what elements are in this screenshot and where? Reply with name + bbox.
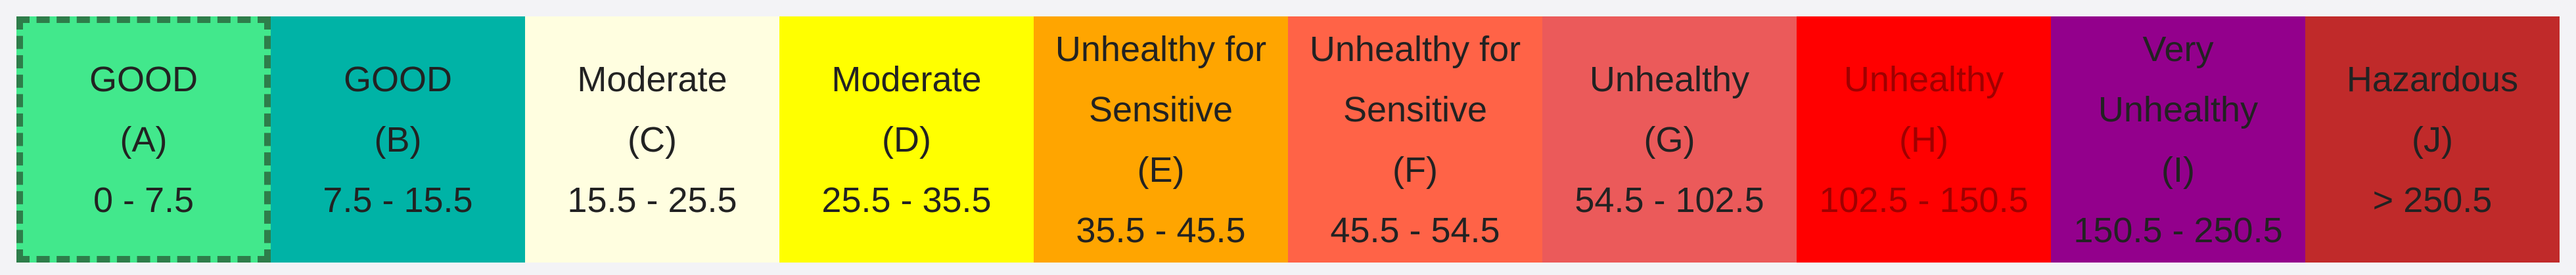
category-code: (H): [1899, 119, 1948, 159]
category-range: 0 - 7.5: [93, 180, 195, 220]
aqi-category: Moderate (C) 15.5 - 25.5: [525, 16, 779, 263]
aqi-category: Very Unhealthy (I) 150.5 - 250.5: [2051, 16, 2305, 263]
category-code: (G): [1644, 119, 1695, 159]
category-code: (C): [628, 119, 677, 159]
category-label: Moderate: [831, 59, 982, 99]
category-range: 54.5 - 102.5: [1575, 180, 1764, 220]
category-range: 15.5 - 25.5: [567, 180, 737, 220]
aqi-category: Unhealthy for Sensitive (E) 35.5 - 45.5: [1034, 16, 1288, 263]
category-range: 25.5 - 35.5: [821, 180, 992, 220]
category-code: (A): [120, 119, 168, 159]
category-label: Very Unhealthy: [2098, 29, 2259, 129]
category-code: (I): [2161, 150, 2195, 190]
aqi-category: Unhealthy (G) 54.5 - 102.5: [1542, 16, 1797, 263]
category-label: GOOD: [89, 59, 198, 99]
aqi-legend: GOOD (A) 0 - 7.5 GOOD (B) 7.5 - 15.5 Moderate (…: [16, 16, 2560, 263]
aqi-category: Moderate (D) 25.5 - 35.5: [779, 16, 1034, 263]
category-range: 7.5 - 15.5: [323, 180, 473, 220]
category-code: (B): [374, 119, 422, 159]
aqi-category: Unhealthy for Sensitive (F) 45.5 - 54.5: [1288, 16, 1542, 263]
category-range: 102.5 - 150.5: [1819, 180, 2029, 220]
aqi-category: Hazardous (J) > 250.5: [2305, 16, 2560, 263]
aqi-category: GOOD (A) 0 - 7.5: [16, 16, 271, 263]
category-code: (J): [2412, 119, 2453, 159]
category-range: 35.5 - 45.5: [1076, 210, 1246, 250]
aqi-category: Unhealthy (H) 102.5 - 150.5: [1797, 16, 2051, 263]
category-code: (F): [1392, 150, 1438, 190]
aqi-category: GOOD (B) 7.5 - 15.5: [271, 16, 525, 263]
category-label: Hazardous: [2346, 59, 2519, 99]
category-label: Moderate: [577, 59, 727, 99]
category-range: 150.5 - 250.5: [2073, 210, 2283, 250]
category-code: (D): [882, 119, 931, 159]
category-label: Unhealthy for Sensitive: [1055, 29, 1267, 129]
category-code: (E): [1137, 150, 1185, 190]
category-range: > 250.5: [2372, 180, 2493, 220]
category-label: Unhealthy: [1589, 59, 1750, 99]
category-label: GOOD: [343, 59, 452, 99]
category-label: Unhealthy: [1843, 59, 2004, 99]
category-label: Unhealthy for Sensitive: [1309, 29, 1521, 129]
category-range: 45.5 - 54.5: [1330, 210, 1500, 250]
